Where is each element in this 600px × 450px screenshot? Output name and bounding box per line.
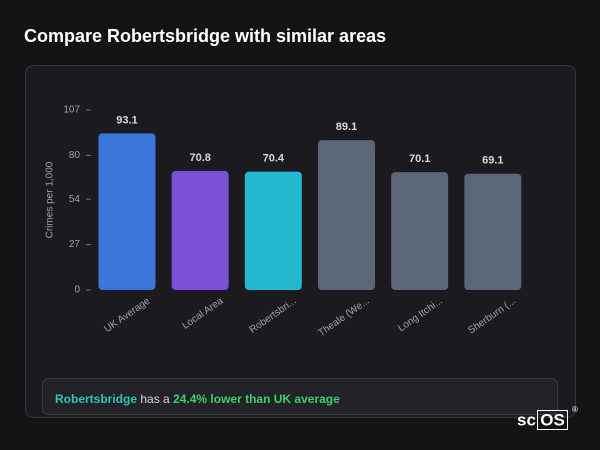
y-tick-label: 80 (69, 150, 81, 161)
value-label: 70.8 (189, 152, 210, 164)
y-tick-label: 0 (74, 285, 80, 296)
bar (318, 140, 375, 290)
page-title: Compare Robertsbridge with similar areas (24, 26, 386, 46)
bar (244, 171, 302, 290)
logo-prefix: sc (517, 410, 536, 429)
logo-boxed: OS (540, 410, 565, 429)
callout: Robertsbridge has a 24.4% lower than UK … (55, 392, 340, 406)
y-tick-label: 54 (69, 194, 81, 205)
bar (391, 172, 449, 290)
y-tick-label: 107 (63, 105, 80, 116)
callout-text: has a (140, 392, 170, 406)
value-label: 70.4 (263, 152, 285, 164)
callout-highlight: 24.4% lower than UK average (173, 392, 340, 406)
bar (464, 173, 522, 290)
bar (98, 133, 156, 290)
bar (171, 170, 229, 290)
y-axis-label: Crimes per 1,000 (45, 161, 56, 238)
logo-box (537, 410, 568, 430)
callout-place: Robertsbridge (55, 392, 137, 406)
callout-box (42, 378, 558, 415)
value-label: 69.1 (482, 155, 503, 167)
value-label: 89.1 (336, 121, 357, 133)
value-label: 93.1 (116, 114, 137, 126)
value-label: 70.1 (409, 153, 430, 165)
logo-mark: ® (572, 405, 578, 414)
y-tick-label: 27 (69, 239, 81, 250)
